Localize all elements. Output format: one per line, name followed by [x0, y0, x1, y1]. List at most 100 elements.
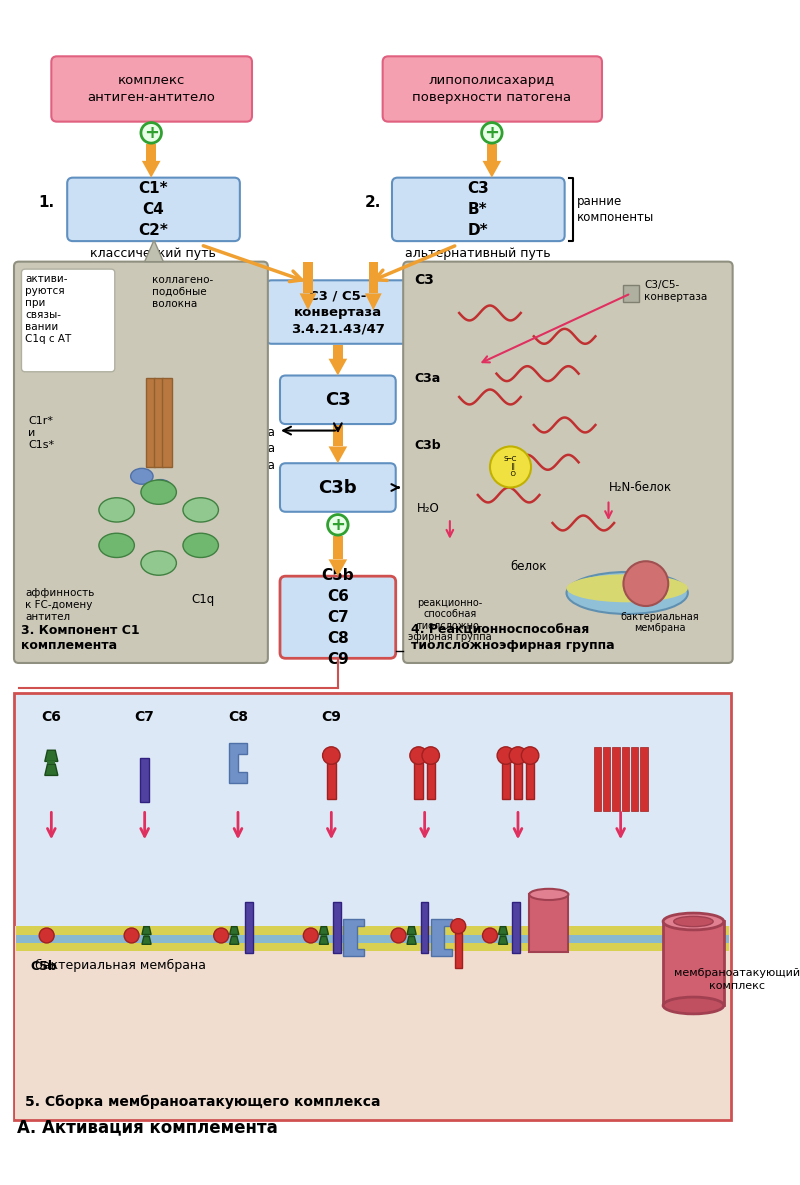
Text: А. Активация комплемента: А. Активация комплемента: [17, 1119, 278, 1136]
FancyBboxPatch shape: [392, 178, 565, 241]
Circle shape: [214, 928, 229, 943]
Circle shape: [422, 747, 439, 764]
Text: реакционно-
способная
тиолсложно-
эфирная группа: реакционно- способная тиолсложно- эфирна…: [408, 597, 492, 642]
Circle shape: [623, 562, 668, 606]
Text: C3a
C4a
C5a: C3a C4a C5a: [252, 425, 275, 472]
Bar: [141, 758, 149, 801]
Text: бактериальная мембрана: бактериальная мембрана: [34, 959, 206, 972]
Bar: [15, 927, 730, 1120]
Bar: [369, 262, 378, 294]
Text: +: +: [330, 515, 346, 533]
Ellipse shape: [674, 916, 713, 927]
Polygon shape: [230, 927, 239, 935]
Bar: [500, 935, 506, 936]
Text: C9: C9: [322, 710, 342, 724]
Text: альтернативный путь: альтернативный путь: [405, 246, 550, 260]
Text: бактериальная
мембрана: бактериальная мембрана: [621, 611, 699, 633]
Polygon shape: [229, 743, 247, 783]
Text: коллагено-
подобные
волокна: коллагено- подобные волокна: [152, 275, 214, 309]
Circle shape: [303, 928, 318, 943]
Text: +: +: [484, 124, 499, 142]
Text: 3. Компонент С1
комплемента: 3. Компонент С1 комплемента: [22, 623, 140, 652]
FancyBboxPatch shape: [51, 57, 252, 122]
FancyBboxPatch shape: [14, 262, 268, 662]
Text: аффинность
к FC-домену
антител: аффинность к FC-домену антител: [25, 588, 94, 622]
Polygon shape: [142, 927, 151, 935]
FancyBboxPatch shape: [22, 269, 114, 372]
Text: C3: C3: [414, 273, 434, 287]
Text: классический путь: классический путь: [90, 246, 216, 260]
Text: C5b
C6
C7
C8
C9: C5b C6 C7 C8 C9: [322, 568, 354, 667]
Text: C1*
C4
C2*: C1* C4 C2*: [138, 181, 168, 238]
Bar: [333, 425, 343, 447]
Bar: [502, 763, 510, 799]
FancyBboxPatch shape: [280, 463, 396, 512]
Text: C3
B*
D*: C3 B* D*: [467, 181, 489, 238]
Text: комплекс
антиген-антитело: комплекс антиген-антитело: [87, 73, 215, 104]
Text: C3/C5-
конвертаза: C3/C5- конвертаза: [644, 281, 707, 302]
Bar: [333, 902, 341, 953]
Text: ранние
компоненты: ранние компоненты: [577, 194, 654, 224]
Bar: [529, 895, 568, 953]
Ellipse shape: [99, 533, 134, 557]
Text: липополисахарид
поверхности патогена: липополисахарид поверхности патогена: [412, 73, 571, 104]
Bar: [303, 262, 313, 294]
Ellipse shape: [183, 533, 218, 557]
Bar: [14, 693, 730, 1120]
Text: C3 / C5-
конвертаза
3.4.21.43/47: C3 / C5- конвертаза 3.4.21.43/47: [291, 289, 385, 335]
Polygon shape: [365, 294, 382, 310]
Ellipse shape: [130, 468, 153, 485]
Circle shape: [450, 918, 466, 934]
Text: C7: C7: [134, 710, 154, 724]
Circle shape: [497, 747, 514, 764]
Bar: [16, 927, 729, 935]
Text: H₂N-белок: H₂N-белок: [609, 481, 672, 494]
Polygon shape: [45, 750, 58, 762]
FancyBboxPatch shape: [403, 262, 733, 662]
Polygon shape: [230, 936, 239, 944]
Text: C5b: C5b: [30, 960, 58, 973]
Polygon shape: [407, 927, 416, 935]
Text: 2.: 2.: [365, 196, 381, 211]
Bar: [631, 748, 638, 811]
Circle shape: [391, 928, 406, 943]
Ellipse shape: [141, 480, 176, 505]
Bar: [16, 943, 729, 952]
Bar: [231, 935, 237, 936]
Text: C3b: C3b: [318, 479, 357, 497]
Text: C1q: C1q: [191, 592, 214, 606]
Text: белок: белок: [510, 561, 547, 574]
Text: C8: C8: [228, 710, 248, 724]
Text: C3: C3: [325, 391, 350, 409]
Ellipse shape: [529, 889, 568, 901]
Bar: [154, 378, 163, 467]
Bar: [47, 762, 55, 764]
Text: поздние
компоненты: поздние компоненты: [406, 636, 483, 665]
FancyBboxPatch shape: [382, 57, 602, 122]
FancyBboxPatch shape: [67, 178, 240, 241]
FancyBboxPatch shape: [280, 576, 396, 659]
Bar: [414, 763, 422, 799]
Bar: [594, 748, 601, 811]
Ellipse shape: [141, 551, 176, 575]
Bar: [327, 763, 335, 799]
Circle shape: [490, 447, 531, 487]
Bar: [426, 763, 435, 799]
Bar: [454, 933, 462, 968]
Ellipse shape: [183, 498, 218, 523]
Circle shape: [522, 747, 539, 764]
Circle shape: [124, 928, 139, 943]
Polygon shape: [319, 927, 329, 935]
Polygon shape: [319, 936, 329, 944]
Polygon shape: [431, 918, 452, 956]
Ellipse shape: [663, 997, 724, 1014]
Bar: [612, 748, 620, 811]
Ellipse shape: [566, 572, 688, 614]
Polygon shape: [482, 161, 501, 178]
Bar: [144, 935, 150, 936]
Text: H₂O: H₂O: [417, 502, 440, 515]
Ellipse shape: [99, 498, 134, 523]
Polygon shape: [299, 294, 316, 310]
Polygon shape: [145, 241, 163, 262]
Bar: [146, 378, 155, 467]
